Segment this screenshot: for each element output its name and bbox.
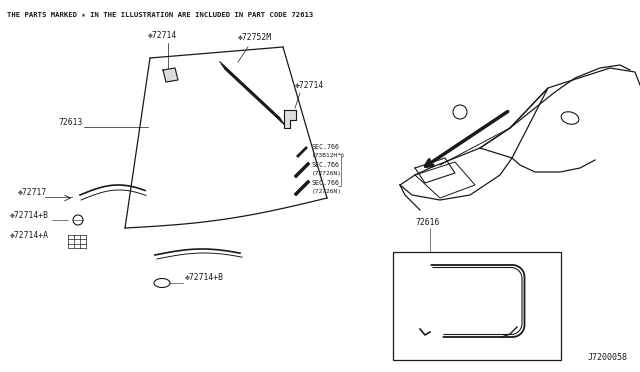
Text: ✥72714+A: ✥72714+A bbox=[10, 231, 49, 240]
Text: 72616: 72616 bbox=[415, 218, 440, 227]
Text: (73B12H’): (73B12H’) bbox=[312, 153, 346, 158]
Text: (72726N): (72726N) bbox=[312, 171, 342, 176]
Text: ✥72714+B: ✥72714+B bbox=[185, 273, 224, 282]
Text: ✥72717: ✥72717 bbox=[18, 188, 47, 197]
Text: THE PARTS MARKED ★ IN THE ILLUSTRATION ARE INCLUDED IN PART CODE 72613: THE PARTS MARKED ★ IN THE ILLUSTRATION A… bbox=[7, 12, 313, 18]
Bar bbox=[393, 252, 561, 360]
Text: SEC.766: SEC.766 bbox=[312, 162, 340, 168]
Text: ✥72714+B: ✥72714+B bbox=[10, 211, 49, 220]
Text: SEC.766: SEC.766 bbox=[312, 180, 340, 186]
Polygon shape bbox=[284, 110, 296, 128]
Text: ✥72714: ✥72714 bbox=[147, 31, 177, 40]
Text: J7200058: J7200058 bbox=[588, 353, 628, 362]
Text: SEC.766: SEC.766 bbox=[312, 144, 340, 150]
Text: ✥72714: ✥72714 bbox=[295, 81, 324, 90]
Text: ✥72752M: ✥72752M bbox=[238, 33, 272, 42]
Text: 72613: 72613 bbox=[59, 118, 83, 127]
Text: (72726N): (72726N) bbox=[312, 189, 342, 194]
Polygon shape bbox=[163, 68, 178, 82]
